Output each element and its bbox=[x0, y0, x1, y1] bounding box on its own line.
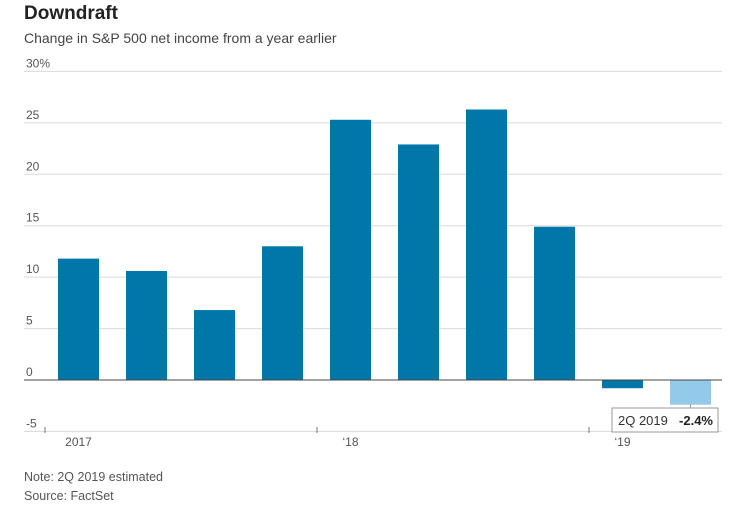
chart-title: Downdraft bbox=[24, 3, 118, 24]
bar bbox=[194, 310, 235, 380]
y-tick-label: 0 bbox=[26, 365, 33, 379]
chart-source: Source: FactSet bbox=[24, 489, 114, 503]
y-tick-label: 15 bbox=[26, 211, 40, 225]
bar bbox=[262, 246, 303, 380]
bar-chart: -5 0 5 10 15 20 25 30% 2017 ‘18 ‘19 2Q 2019 -2.4% bbox=[24, 56, 722, 449]
y-tick-label: 20 bbox=[26, 159, 40, 173]
chart-subtitle: Change in S&P 500 net income from a year… bbox=[24, 30, 337, 46]
y-tick-label: 25 bbox=[26, 108, 40, 122]
bar bbox=[126, 270, 167, 380]
chart-note: Note: 2Q 2019 estimated bbox=[24, 470, 163, 484]
bar bbox=[670, 380, 711, 405]
x-tick-label: ‘18 bbox=[342, 435, 358, 449]
x-tick-label: 2017 bbox=[65, 435, 92, 449]
bar bbox=[466, 109, 507, 380]
bar bbox=[602, 380, 643, 389]
y-tick-label: 10 bbox=[26, 262, 40, 276]
bar bbox=[534, 226, 575, 380]
bar bbox=[398, 144, 439, 380]
y-tick-label: 30% bbox=[26, 56, 50, 70]
bar bbox=[330, 119, 371, 381]
annotation-box bbox=[611, 407, 719, 433]
annotation-value: -2.4% bbox=[679, 413, 713, 428]
x-tick-label: ‘19 bbox=[614, 435, 630, 449]
annotation-label: 2Q 2019 bbox=[618, 413, 668, 428]
y-tick-label: -5 bbox=[26, 416, 37, 430]
y-tick-label: 5 bbox=[26, 314, 33, 328]
bar bbox=[58, 258, 99, 380]
